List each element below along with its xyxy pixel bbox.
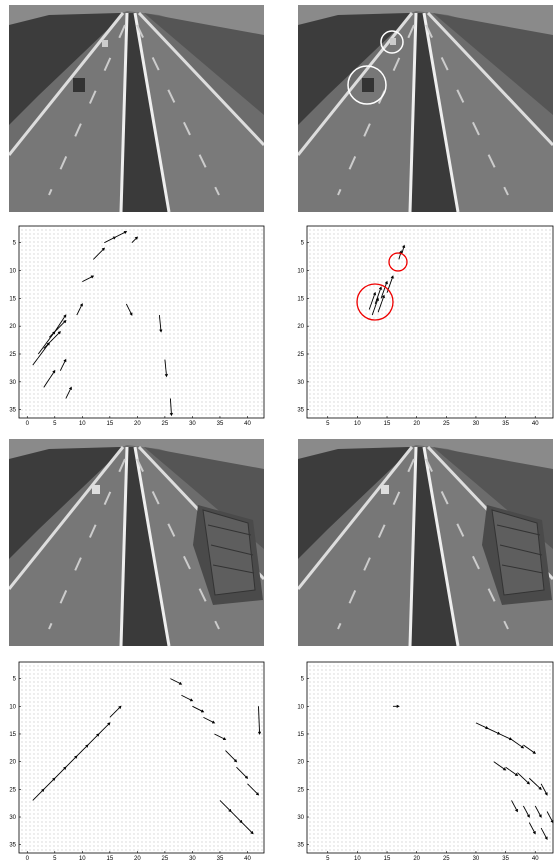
flow-plot: 5 10 15 20 25 30 35 40 5 10 15 20 25 30 35 — [297, 662, 553, 861]
x-tick-label: 5 — [326, 856, 330, 861]
x-tick-label: 10 — [354, 856, 361, 861]
x-tick-label: 0 — [26, 421, 30, 427]
y-tick-label: 30 — [297, 815, 304, 821]
y-tick-label: 35 — [9, 843, 16, 849]
x-tick-label: 30 — [189, 856, 196, 861]
x-tick-label: 20 — [134, 421, 141, 427]
plot-background — [19, 662, 264, 853]
x-tick-label: 35 — [502, 421, 509, 427]
x-tick-label: 25 — [162, 856, 169, 861]
x-tick-label: 35 — [502, 856, 509, 861]
y-tick-label: 15 — [9, 296, 16, 302]
flow-plot: 5 10 15 20 25 30 35 40 5 10 15 20 25 30 35 — [297, 226, 553, 427]
y-tick-label: 30 — [9, 815, 16, 821]
figure: 0 5 10 15 20 25 30 35 40 5 10 15 20 25 30 35 5 10 15 20 25 30… — [0, 0, 557, 861]
x-tick-label: 5 — [53, 421, 57, 427]
x-tick-label: 40 — [244, 421, 251, 427]
x-tick-label: 5 — [326, 421, 330, 427]
frame-image-2 — [298, 5, 553, 212]
y-tick-label: 35 — [297, 408, 304, 414]
frame-image-3 — [9, 439, 264, 646]
y-tick-label: 5 — [301, 241, 305, 247]
plot-background — [307, 226, 553, 418]
plot-background — [307, 662, 553, 853]
x-tick-label: 30 — [473, 856, 480, 861]
x-tick-label: 40 — [244, 856, 251, 861]
x-tick-label: 30 — [473, 421, 480, 427]
y-tick-label: 5 — [13, 241, 17, 247]
x-tick-label: 20 — [413, 856, 420, 861]
x-tick-label: 25 — [443, 421, 450, 427]
y-tick-label: 20 — [297, 760, 304, 766]
x-tick-label: 25 — [162, 421, 169, 427]
y-tick-label: 25 — [9, 352, 16, 358]
x-tick-label: 20 — [134, 856, 141, 861]
y-tick-label: 35 — [9, 408, 16, 414]
y-tick-label: 5 — [301, 677, 305, 683]
x-tick-label: 40 — [532, 856, 539, 861]
x-tick-label: 10 — [354, 421, 361, 427]
x-tick-label: 35 — [217, 856, 224, 861]
y-tick-label: 20 — [9, 760, 16, 766]
flow-plot: 0 5 10 15 20 25 30 35 40 5 10 15 20 25 30 35 — [9, 662, 264, 861]
y-tick-label: 10 — [9, 704, 16, 710]
x-tick-label: 5 — [53, 856, 57, 861]
y-tick-label: 15 — [297, 732, 304, 738]
y-tick-label: 10 — [297, 269, 304, 275]
y-tick-label: 30 — [297, 380, 304, 386]
y-tick-label: 25 — [297, 352, 304, 358]
y-tick-label: 20 — [297, 324, 304, 330]
y-tick-label: 15 — [9, 732, 16, 738]
y-tick-label: 10 — [297, 704, 304, 710]
y-tick-label: 5 — [13, 677, 17, 683]
x-tick-label: 25 — [443, 856, 450, 861]
frame-image-4 — [298, 439, 553, 646]
y-tick-label: 25 — [9, 787, 16, 793]
frame-image-1 — [9, 5, 264, 212]
x-tick-label: 0 — [26, 856, 30, 861]
x-tick-label: 40 — [532, 421, 539, 427]
y-tick-label: 15 — [297, 296, 304, 302]
y-tick-label: 20 — [9, 324, 16, 330]
x-tick-label: 30 — [189, 421, 196, 427]
y-tick-label: 10 — [9, 269, 16, 275]
x-tick-label: 15 — [384, 856, 391, 861]
y-tick-label: 35 — [297, 843, 304, 849]
x-tick-label: 10 — [79, 856, 86, 861]
x-tick-label: 10 — [79, 421, 86, 427]
x-tick-label: 15 — [384, 421, 391, 427]
plot-background — [19, 226, 264, 418]
x-tick-label: 35 — [217, 421, 224, 427]
y-tick-label: 25 — [297, 787, 304, 793]
x-tick-label: 20 — [413, 421, 420, 427]
flow-plot: 0 5 10 15 20 25 30 35 40 5 10 15 20 25 30 35 — [9, 226, 264, 427]
x-tick-label: 15 — [106, 856, 113, 861]
x-tick-label: 15 — [106, 421, 113, 427]
y-tick-label: 30 — [9, 380, 16, 386]
